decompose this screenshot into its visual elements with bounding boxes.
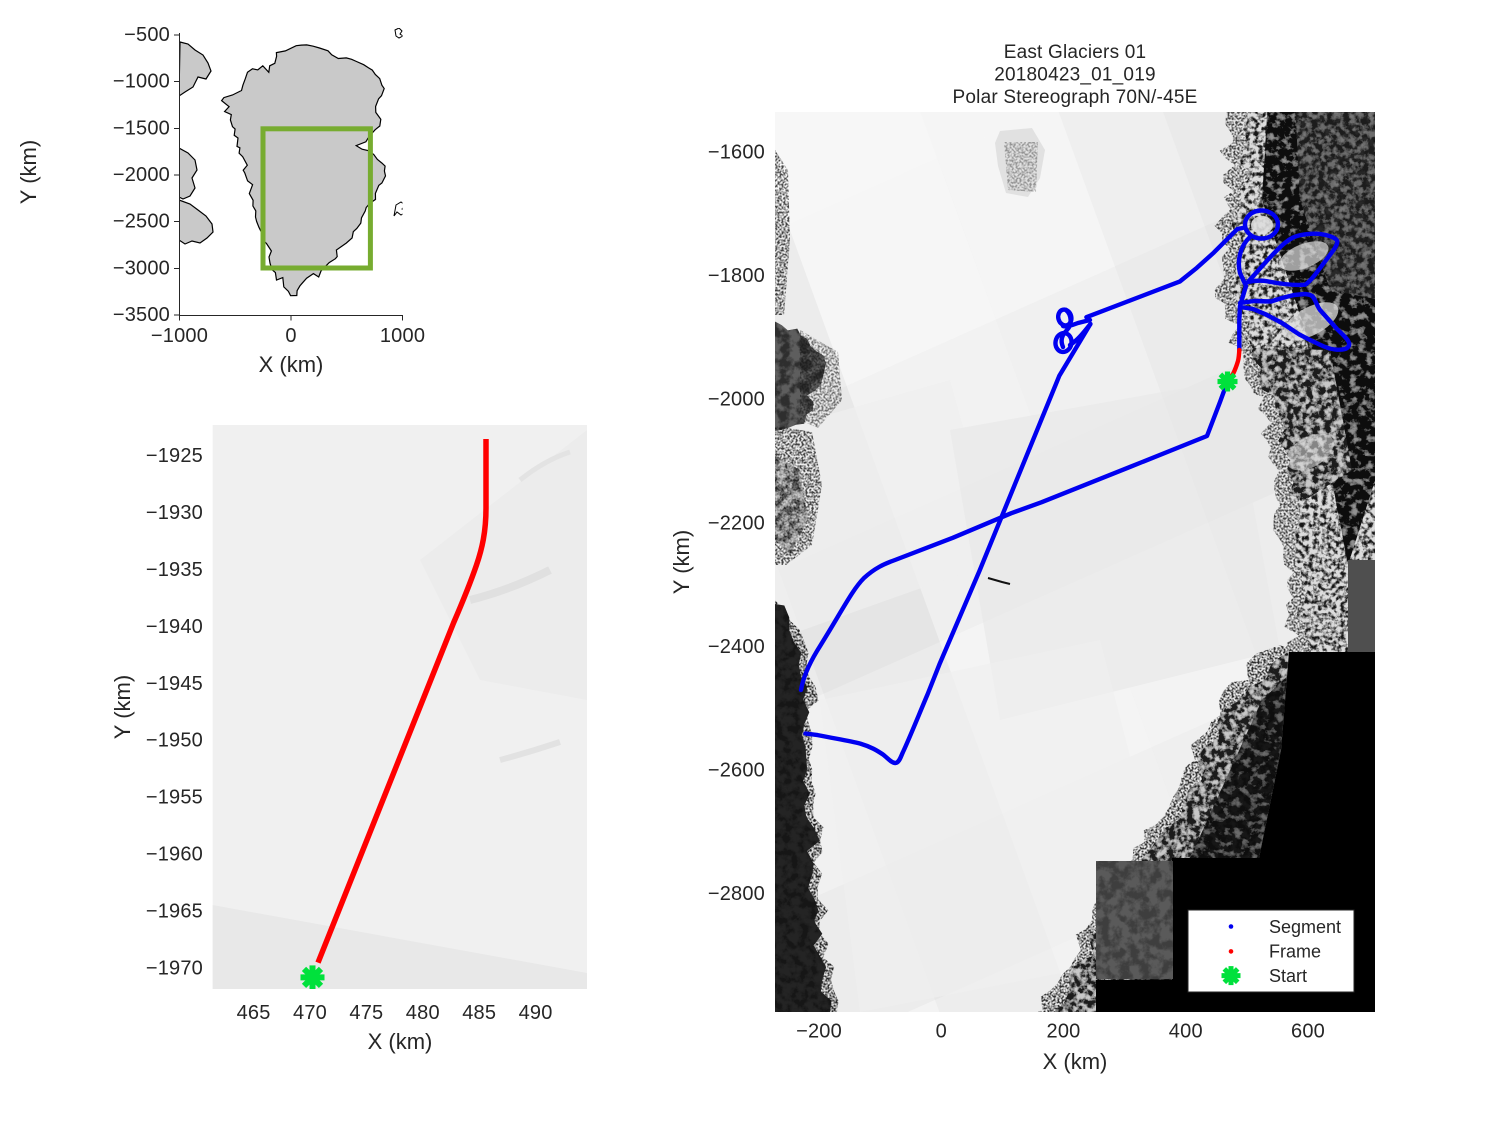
svg-text:−1950: −1950 <box>146 730 203 752</box>
svg-text:−2600: −2600 <box>708 760 765 782</box>
svg-text:Y (km): Y (km) <box>110 675 135 739</box>
svg-text:400: 400 <box>1169 1021 1203 1043</box>
svg-text:200: 200 <box>1047 1021 1081 1043</box>
svg-text:X (km): X (km) <box>368 1029 433 1054</box>
svg-text:1000: 1000 <box>380 325 425 347</box>
svg-text:0: 0 <box>285 325 296 347</box>
svg-text:−1000: −1000 <box>113 71 170 93</box>
svg-text:−1930: −1930 <box>146 502 203 524</box>
svg-text:Y (km): Y (km) <box>16 140 41 204</box>
svg-text:−1970: −1970 <box>146 957 203 979</box>
svg-text:485: 485 <box>462 1002 496 1024</box>
svg-text:Frame: Frame <box>1269 942 1321 962</box>
svg-text:600: 600 <box>1291 1021 1325 1043</box>
svg-text:−1000: −1000 <box>151 325 208 347</box>
svg-text:−1960: −1960 <box>146 844 203 866</box>
svg-text:−2200: −2200 <box>708 512 765 534</box>
svg-text:Y (km): Y (km) <box>669 530 694 594</box>
svg-text:−3500: −3500 <box>113 304 170 326</box>
svg-text:475: 475 <box>349 1002 383 1024</box>
svg-text:465: 465 <box>237 1002 271 1024</box>
svg-text:−1965: −1965 <box>146 900 203 922</box>
svg-text:−1935: −1935 <box>146 559 203 581</box>
svg-text:Start: Start <box>1269 966 1307 986</box>
svg-text:20180423_01_019: 20180423_01_019 <box>994 65 1156 86</box>
svg-text:Segment: Segment <box>1269 917 1341 937</box>
svg-text:−1600: −1600 <box>708 142 765 164</box>
svg-text:−1500: −1500 <box>113 117 170 139</box>
svg-text:East Glaciers 01: East Glaciers 01 <box>1004 42 1147 63</box>
svg-text:−2000: −2000 <box>113 164 170 186</box>
svg-text:−500: −500 <box>124 24 170 46</box>
svg-text:480: 480 <box>406 1002 440 1024</box>
svg-text:−2400: −2400 <box>708 636 765 658</box>
svg-text:−2500: −2500 <box>113 211 170 233</box>
svg-text:−1940: −1940 <box>146 616 203 638</box>
svg-text:Polar Stereograph 70N/-45E: Polar Stereograph 70N/-45E <box>953 87 1198 108</box>
svg-text:−1800: −1800 <box>708 265 765 287</box>
svg-text:0: 0 <box>936 1021 947 1043</box>
svg-text:X (km): X (km) <box>259 352 324 377</box>
svg-text:−2800: −2800 <box>708 883 765 905</box>
svg-text:−2000: −2000 <box>708 389 765 411</box>
svg-text:490: 490 <box>519 1002 553 1024</box>
svg-text:−1945: −1945 <box>146 673 203 695</box>
svg-text:470: 470 <box>293 1002 327 1024</box>
svg-text:−1925: −1925 <box>146 445 203 467</box>
svg-text:−200: −200 <box>796 1021 842 1043</box>
svg-text:−3000: −3000 <box>113 257 170 279</box>
svg-text:−1955: −1955 <box>146 787 203 809</box>
svg-text:X (km): X (km) <box>1043 1049 1108 1074</box>
